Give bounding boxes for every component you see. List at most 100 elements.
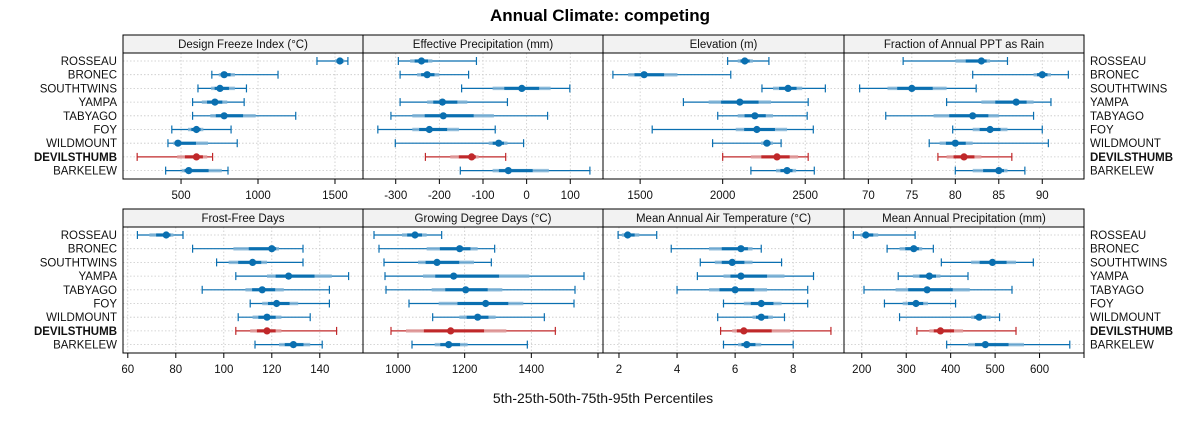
median-point bbox=[468, 153, 476, 161]
median-point bbox=[456, 245, 464, 253]
median-point bbox=[763, 139, 771, 147]
median-point bbox=[624, 231, 632, 239]
median-point bbox=[923, 286, 931, 294]
median-point bbox=[969, 112, 977, 120]
median-point bbox=[447, 327, 455, 335]
x-tick-label: -200 bbox=[428, 190, 451, 202]
panel-7: Mean Annual Air Temperature (°C) 2 4 6 8 bbox=[602, 208, 845, 376]
x-tick-label: 80 bbox=[169, 364, 182, 376]
median-point bbox=[975, 313, 983, 321]
site-label-left: DEVILSTHUMB bbox=[34, 326, 117, 338]
median-point bbox=[185, 167, 193, 175]
panel-title: Elevation (m) bbox=[690, 39, 758, 51]
panel-3: Elevation (m) 1500 2000 2500 bbox=[602, 34, 845, 202]
site-label-left: WILDMOUNT bbox=[46, 138, 117, 150]
median-point bbox=[995, 167, 1003, 175]
x-tick-label: 80 bbox=[949, 190, 962, 202]
median-point bbox=[951, 139, 959, 147]
median-point bbox=[753, 125, 761, 134]
median-point bbox=[192, 125, 201, 134]
x-tick-label: 600 bbox=[1030, 364, 1049, 376]
x-tick-label: 2500 bbox=[792, 190, 818, 202]
x-tick-label: -100 bbox=[471, 190, 494, 202]
median-point bbox=[936, 327, 945, 335]
median-point bbox=[192, 153, 201, 161]
median-point bbox=[438, 98, 447, 106]
median-point bbox=[740, 327, 748, 335]
site-label-right: BARKELEW bbox=[1090, 166, 1154, 178]
panel-8: Mean Annual Precipitation (mm) 200 300 400 5… bbox=[843, 208, 1085, 376]
median-point bbox=[268, 245, 276, 253]
site-label-left: SOUTHTWINS bbox=[40, 257, 118, 269]
median-point bbox=[258, 286, 266, 294]
median-point bbox=[174, 139, 182, 147]
x-tick-label: 300 bbox=[897, 364, 916, 376]
median-point bbox=[736, 98, 744, 106]
x-tick-label: 120 bbox=[262, 364, 281, 376]
panel-2: Effective Precipitation (mm) -300 -200 -100… bbox=[362, 34, 604, 202]
site-label-right: ROSSEAU bbox=[1090, 56, 1146, 68]
site-label-left: YAMPA bbox=[78, 97, 117, 109]
x-tick-label: 70 bbox=[862, 190, 875, 202]
median-point bbox=[1038, 71, 1046, 79]
site-label-right: WILDMOUNT bbox=[1090, 312, 1161, 324]
median-point bbox=[336, 57, 344, 65]
median-point bbox=[285, 272, 293, 280]
x-tick-label: 1500 bbox=[322, 190, 348, 202]
median-point bbox=[640, 71, 648, 79]
site-label-left: TABYAGO bbox=[63, 285, 117, 297]
site-label-left: BRONEC bbox=[68, 70, 117, 82]
site-label-left: ROSSEAU bbox=[61, 56, 117, 68]
panel-6: Growing Degree Days (°C) 1000 1200 1400 bbox=[362, 208, 604, 376]
site-label-left: YAMPA bbox=[78, 271, 117, 283]
site-label-left: TABYAGO bbox=[63, 111, 117, 123]
median-point bbox=[211, 98, 219, 106]
median-point bbox=[423, 71, 431, 79]
median-point bbox=[263, 313, 271, 321]
median-point bbox=[731, 286, 739, 294]
x-tick-label: 4 bbox=[674, 364, 681, 376]
median-point bbox=[462, 286, 470, 294]
panel-title: Growing Degree Days (°C) bbox=[415, 213, 552, 225]
site-label-right: YAMPA bbox=[1090, 271, 1129, 283]
x-tick-label: 400 bbox=[941, 364, 960, 376]
x-tick-label: 75 bbox=[905, 190, 918, 202]
site-label-right: YAMPA bbox=[1090, 97, 1129, 109]
site-label-right: BARKELEW bbox=[1090, 340, 1154, 352]
median-point bbox=[411, 231, 419, 239]
median-point bbox=[518, 84, 526, 92]
site-label-left: FOY bbox=[93, 125, 117, 137]
x-tick-label: -300 bbox=[384, 190, 407, 202]
x-tick-label: 500 bbox=[171, 190, 190, 202]
median-point bbox=[743, 341, 751, 349]
median-point bbox=[220, 71, 228, 79]
median-point bbox=[981, 341, 989, 349]
panel-title: Mean Annual Precipitation (mm) bbox=[882, 213, 1046, 225]
x-tick-label: 6 bbox=[732, 364, 738, 376]
site-label-left: DEVILSTHUMB bbox=[34, 152, 117, 164]
median-point bbox=[773, 153, 781, 161]
panel-1: Design Freeze Index (°C) 500 1000 1500 bbox=[122, 34, 364, 202]
median-point bbox=[910, 245, 918, 253]
site-label-left: BARKELEW bbox=[53, 166, 117, 178]
median-point bbox=[216, 84, 224, 92]
median-point bbox=[737, 272, 745, 280]
median-point bbox=[757, 313, 765, 321]
median-point bbox=[445, 341, 453, 349]
site-label-left: SOUTHTWINS bbox=[40, 83, 118, 95]
x-tick-label: 1000 bbox=[385, 364, 411, 376]
median-point bbox=[741, 57, 749, 65]
x-tick-label: 85 bbox=[992, 190, 1005, 202]
x-axis-label: 5th-25th-50th-75th-95th Percentiles bbox=[493, 390, 713, 406]
median-point bbox=[289, 341, 297, 349]
median-point bbox=[439, 112, 447, 120]
median-point bbox=[925, 272, 933, 280]
site-label-right: SOUTHTWINS bbox=[1090, 257, 1168, 269]
x-tick-label: 90 bbox=[1036, 190, 1049, 202]
x-tick-label: 1000 bbox=[245, 190, 271, 202]
x-tick-label: 2000 bbox=[710, 190, 736, 202]
site-label-right: TABYAGO bbox=[1090, 111, 1144, 123]
panel-4: Fraction of Annual PPT as Rain 70 75 80 85 90 bbox=[843, 34, 1085, 202]
median-point bbox=[263, 327, 271, 335]
site-label-right: FOY bbox=[1090, 125, 1114, 137]
